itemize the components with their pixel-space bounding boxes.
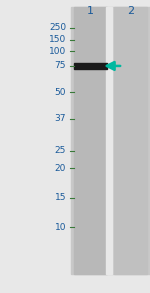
Text: 2: 2 — [127, 6, 134, 16]
Bar — [114, 7, 147, 274]
Text: 10: 10 — [54, 223, 66, 231]
Text: 75: 75 — [54, 62, 66, 70]
Text: 15: 15 — [54, 193, 66, 202]
Text: 250: 250 — [49, 23, 66, 32]
Bar — [106, 7, 112, 274]
Text: 50: 50 — [54, 88, 66, 97]
Text: 100: 100 — [49, 47, 66, 56]
Bar — [74, 63, 106, 69]
Text: 150: 150 — [49, 35, 66, 44]
Text: 25: 25 — [55, 146, 66, 155]
Text: 20: 20 — [55, 164, 66, 173]
Text: 37: 37 — [54, 114, 66, 123]
Bar — [70, 7, 150, 274]
Bar — [74, 7, 106, 274]
Text: 1: 1 — [87, 6, 93, 16]
